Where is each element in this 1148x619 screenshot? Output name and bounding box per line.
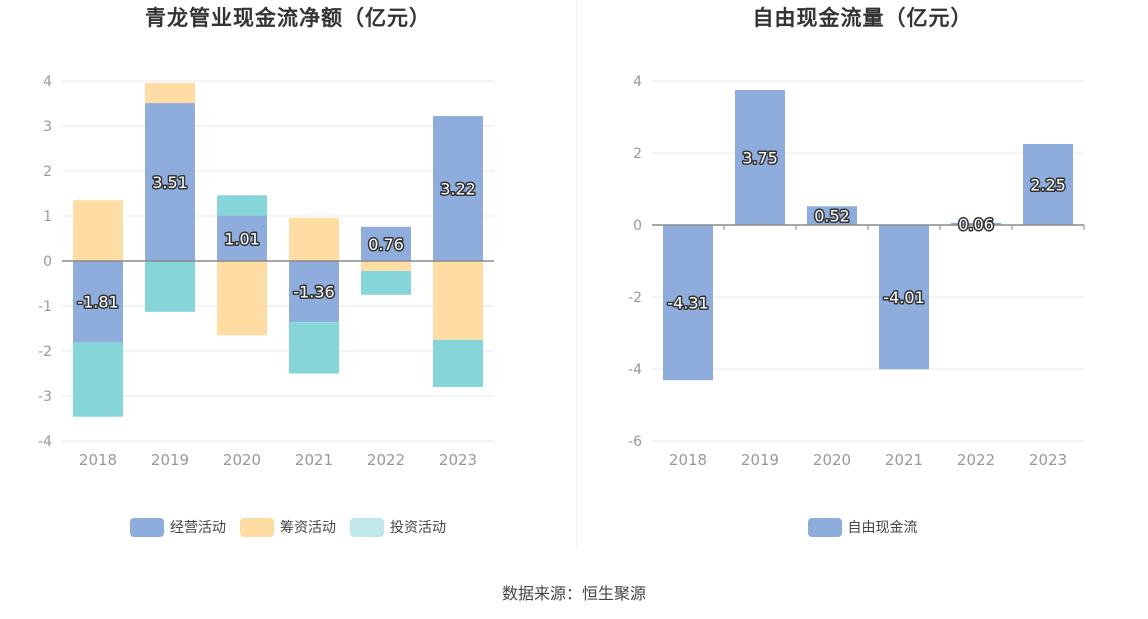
legend-item-financing[interactable]: 筹资活动 <box>240 517 336 537</box>
y-tick-label: -4 <box>628 362 642 378</box>
bar-primary <box>73 261 123 343</box>
bar-primary <box>361 226 411 261</box>
x-tick-label: 2019 <box>151 451 189 469</box>
data-label: 1.01 <box>224 229 260 248</box>
data-label: -4.31 <box>667 294 708 313</box>
bar-series-2 <box>145 261 195 312</box>
data-label: -4.01 <box>883 288 924 307</box>
x-tick-label: 2022 <box>367 451 405 469</box>
free-cash-flow-chart: -6 -4 -2 0 2 4 -4.31 3.75 0.52 -4.01 0.06 2.25 2018 2… <box>628 74 1085 469</box>
y-tick-label: -2 <box>628 290 642 306</box>
data-label: 0.76 <box>368 235 404 254</box>
x-tick-label: 2020 <box>223 451 261 469</box>
x-tick-label: 2021 <box>885 451 923 469</box>
bar-series-1 <box>217 261 267 336</box>
y-tick-label: -4 <box>38 434 52 450</box>
chart-legend: 自由现金流 <box>577 517 1148 537</box>
bar-series-1 <box>433 261 483 340</box>
y-tick-label: 4 <box>43 74 52 90</box>
x-tick-label: 2021 <box>295 451 333 469</box>
bar-primary <box>879 225 929 370</box>
data-label: -1.81 <box>77 293 118 312</box>
data-source: 数据来源：恒生聚源 <box>501 584 646 603</box>
data-label: 3.22 <box>440 180 476 199</box>
bar-series-2 <box>433 339 483 387</box>
chart-title: 自由现金流量（亿元） <box>752 6 973 30</box>
y-tick-label: -1 <box>38 299 52 315</box>
bar-series-1 <box>361 261 411 271</box>
legend-label: 经营活动 <box>170 520 226 536</box>
legend-item-free-cash-flow[interactable]: 自由现金流 <box>807 517 918 537</box>
bar-series-2 <box>289 322 339 374</box>
chart-legend: 经营活动 筹资活动 投资活动 <box>0 517 576 537</box>
legend-label: 筹资活动 <box>280 520 336 536</box>
y-tick-label: -2 <box>38 344 52 360</box>
bar-primary <box>289 261 339 323</box>
bar-primary <box>663 225 713 381</box>
bar-series-2 <box>361 270 411 295</box>
net-cash-flow-panel: 青龙管业现金流净额（亿元） -4 -3 -2 -1 0 1 2 3 4 -1.81 3.51 1.01… <box>0 0 576 560</box>
legend-swatch <box>240 517 274 537</box>
legend-label: 投资活动 <box>390 520 446 536</box>
legend-item-investing[interactable]: 投资活动 <box>350 517 446 537</box>
bar-series-1 <box>145 82 195 104</box>
data-label: 0.52 <box>814 207 850 226</box>
bar-primary <box>433 116 483 261</box>
y-tick-label: 0 <box>633 218 642 234</box>
free-cash-flow-panel: 自由现金流量（亿元） -6 -4 -2 0 2 4 -4.31 3.75 0.52 -4.01 0.… <box>577 0 1148 560</box>
legend-item-operating[interactable]: 经营活动 <box>130 517 226 537</box>
x-tick-label: 2023 <box>439 451 477 469</box>
net-cash-flow-chart: -4 -3 -2 -1 0 1 2 3 4 -1.81 3.51 1.01 -1.36 0.76 3.22 2… <box>38 74 494 469</box>
legend-swatch <box>807 517 842 537</box>
y-tick-label: -6 <box>628 434 642 450</box>
chart-title: 青龙管业现金流净额（亿元） <box>145 6 431 30</box>
y-tick-label: 1 <box>43 209 52 225</box>
x-tick-label: 2023 <box>1029 451 1067 469</box>
bar-series-2 <box>217 195 267 216</box>
y-tick-label: 0 <box>43 254 52 270</box>
x-tick-label: 2018 <box>669 451 707 469</box>
bar-primary <box>217 215 267 261</box>
bar-series-1 <box>73 200 123 261</box>
x-tick-label: 2020 <box>813 451 851 469</box>
y-tick-label: 4 <box>633 74 642 90</box>
bar-series-2 <box>73 342 123 417</box>
y-tick-label: 2 <box>43 164 52 180</box>
data-label: 3.51 <box>152 173 188 192</box>
panel-divider <box>576 0 577 548</box>
data-label: 2.25 <box>1030 176 1066 195</box>
bar-primary <box>807 206 857 225</box>
bar-series-1 <box>289 217 339 261</box>
data-label: 3.75 <box>742 149 778 168</box>
bar-primary <box>1023 144 1073 225</box>
legend-swatch <box>130 517 164 537</box>
x-tick-label: 2018 <box>79 451 117 469</box>
x-tick-label: 2019 <box>741 451 779 469</box>
bar-primary <box>735 90 785 225</box>
legend-swatch <box>350 517 384 537</box>
y-tick-label: -3 <box>38 389 52 405</box>
y-tick-label: 3 <box>43 119 52 135</box>
y-tick-label: 2 <box>633 146 642 162</box>
bar-primary <box>951 222 1001 225</box>
data-label: 0.06 <box>958 215 994 234</box>
x-tick-label: 2022 <box>957 451 995 469</box>
legend-label: 自由现金流 <box>847 520 918 536</box>
data-label: -1.36 <box>293 283 334 302</box>
bar-primary <box>145 103 195 261</box>
